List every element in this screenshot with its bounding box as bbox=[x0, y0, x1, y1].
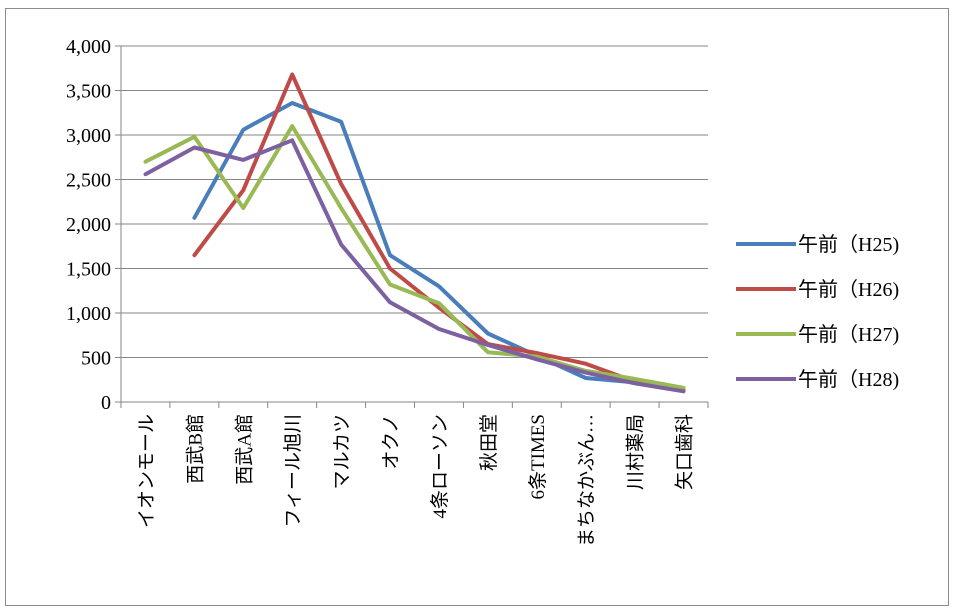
y-tick-label: 2,000 bbox=[66, 214, 111, 236]
y-tick-label: 1,500 bbox=[66, 259, 111, 281]
x-tick-label: 川村薬局 bbox=[625, 414, 647, 490]
series-lines bbox=[143, 72, 686, 394]
x-tick-label: 秋田堂 bbox=[478, 414, 500, 471]
x-tick-label: 6条TIMES bbox=[527, 414, 549, 500]
x-tick-label: フィール旭川 bbox=[282, 414, 304, 528]
series-line bbox=[192, 72, 686, 393]
x-tick-label: 西武B館 bbox=[184, 414, 206, 484]
x-tick-label: まちなかぶん… bbox=[577, 414, 598, 547]
y-tick-label: 500 bbox=[81, 348, 111, 370]
series-line bbox=[192, 101, 686, 392]
line-chart: 05001,0001,5002,0002,5003,0003,5004,000 … bbox=[66, 36, 899, 547]
y-tick-label: 3,500 bbox=[66, 81, 111, 103]
chart-frame: 0 500 1,000 1,500 2,000 2,500 3,000 3,500 4,000 … bbox=[5, 8, 949, 606]
legend-label: 午前（H25) bbox=[798, 233, 899, 256]
y-tick-labels: 0 500 1,000 1,500 2,000 2,500 3,000 3,500 4,000 bbox=[66, 36, 111, 414]
x-tick-label: マルカツ bbox=[332, 414, 353, 489]
gridlines bbox=[121, 45, 708, 358]
y-tick-label: 2,500 bbox=[66, 170, 111, 192]
y-tick-label: 0 bbox=[101, 392, 111, 414]
series-line bbox=[143, 138, 686, 394]
x-tick-labels: イオンモール 西武B館 西武A館 フィール旭川 マルカツ オクノ 4条ローソン 秋田堂 6条TI… bbox=[136, 414, 695, 547]
x-tick-label: 矢口歯科 bbox=[674, 414, 696, 490]
legend-label: 午前（H28) bbox=[798, 368, 899, 391]
axes bbox=[115, 45, 709, 408]
x-tick-label: イオンモール bbox=[136, 414, 157, 528]
legend: 午前（H25) 午前（H26) 午前（H27) 午前（H28) bbox=[736, 233, 899, 391]
legend-label: 午前（H27) bbox=[798, 323, 899, 346]
x-tick-label: オクノ bbox=[380, 414, 402, 469]
y-tick-label: 3,000 bbox=[66, 125, 111, 147]
x-tick-label: 4条ローソン bbox=[429, 414, 451, 519]
x-tick-label: 西武A館 bbox=[233, 414, 255, 485]
y-tick-label: 1,000 bbox=[66, 303, 111, 325]
series-line bbox=[143, 124, 686, 390]
y-tick-label: 4,000 bbox=[66, 36, 111, 58]
legend-label: 午前（H26) bbox=[798, 278, 899, 301]
